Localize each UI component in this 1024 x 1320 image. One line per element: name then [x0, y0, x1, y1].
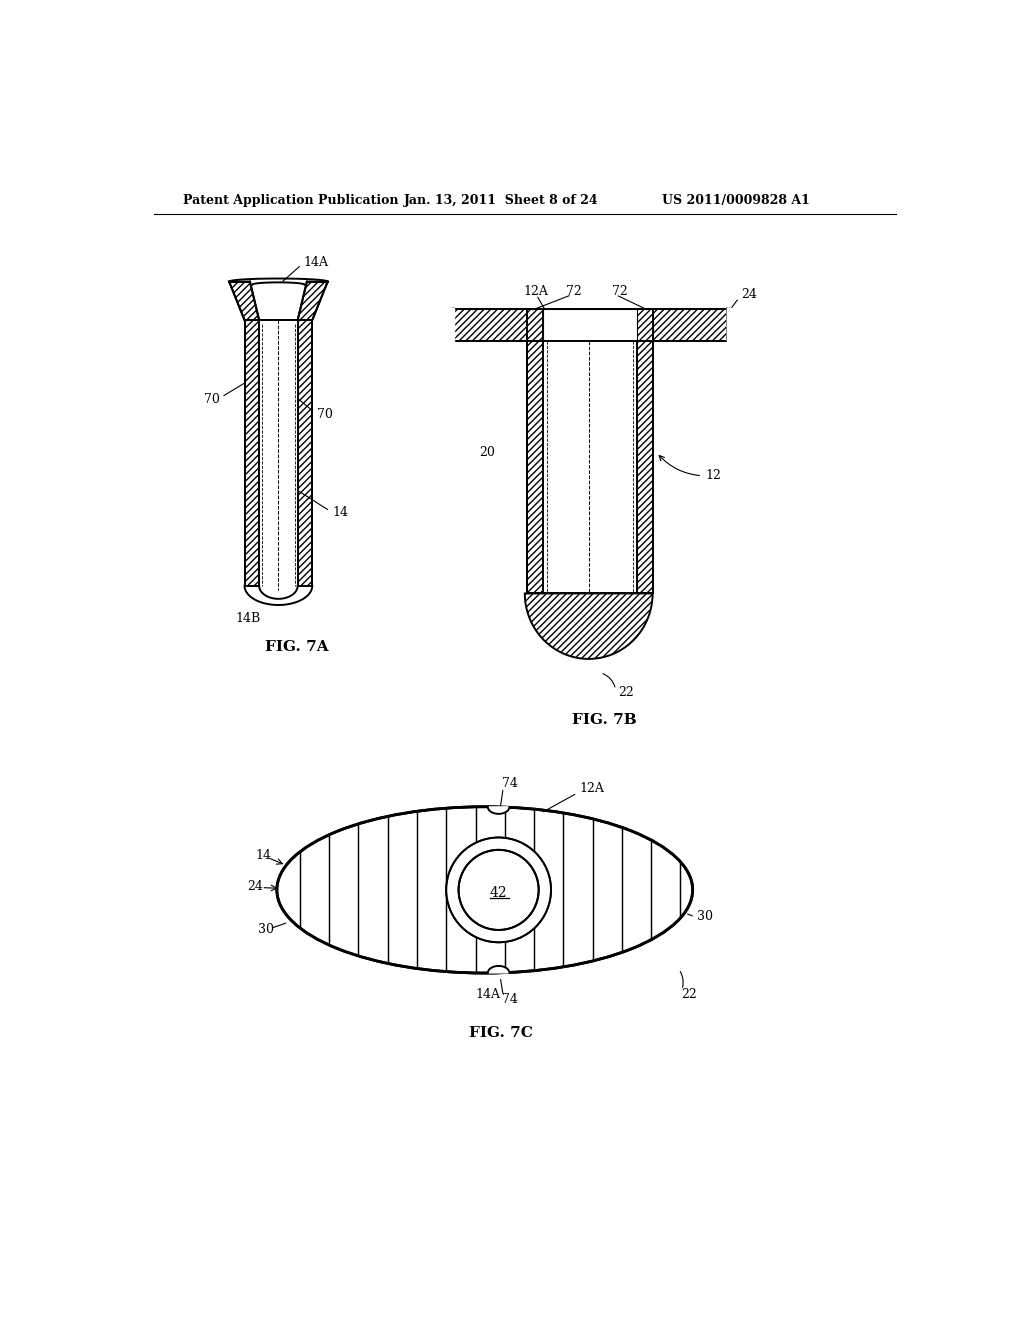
Text: 14: 14: [255, 849, 271, 862]
Text: 74: 74: [503, 994, 518, 1006]
Text: 70: 70: [205, 393, 220, 407]
Text: 72: 72: [565, 285, 582, 298]
Polygon shape: [637, 309, 652, 341]
Text: 12: 12: [659, 455, 721, 482]
Polygon shape: [438, 309, 454, 341]
Text: 12A: 12A: [523, 285, 548, 298]
Polygon shape: [727, 309, 743, 341]
Text: 22: 22: [617, 686, 634, 700]
Polygon shape: [727, 308, 745, 342]
Text: 74: 74: [503, 777, 518, 791]
Polygon shape: [229, 281, 259, 321]
Ellipse shape: [459, 850, 539, 929]
Ellipse shape: [276, 807, 692, 973]
Polygon shape: [637, 341, 652, 594]
Text: FIG. 7C: FIG. 7C: [469, 1026, 534, 1040]
Text: Patent Application Publication: Patent Application Publication: [183, 194, 398, 207]
Text: Jan. 13, 2011  Sheet 8 of 24: Jan. 13, 2011 Sheet 8 of 24: [403, 194, 599, 207]
Polygon shape: [436, 308, 454, 342]
Polygon shape: [487, 966, 509, 973]
Text: 14A: 14A: [475, 987, 501, 1001]
Text: 14: 14: [333, 506, 348, 519]
Polygon shape: [487, 807, 509, 814]
Text: 12A: 12A: [580, 781, 604, 795]
Text: FIG. 7A: FIG. 7A: [264, 640, 328, 655]
Polygon shape: [298, 321, 312, 586]
Text: 20: 20: [479, 446, 496, 459]
Text: 14B: 14B: [236, 612, 260, 626]
Text: US 2011/0009828 A1: US 2011/0009828 A1: [662, 194, 810, 207]
Polygon shape: [543, 341, 637, 594]
Polygon shape: [454, 309, 527, 341]
Text: FIG. 7B: FIG. 7B: [571, 714, 637, 727]
Polygon shape: [259, 321, 298, 586]
Ellipse shape: [446, 837, 551, 942]
Text: 24: 24: [741, 288, 757, 301]
Polygon shape: [527, 341, 543, 594]
Text: 72: 72: [611, 285, 628, 298]
Polygon shape: [298, 281, 328, 321]
Polygon shape: [543, 309, 637, 341]
Text: 14A: 14A: [304, 256, 329, 269]
Text: 24: 24: [248, 879, 263, 892]
Text: 30: 30: [258, 924, 273, 936]
Polygon shape: [245, 321, 259, 586]
Polygon shape: [652, 309, 727, 341]
Polygon shape: [524, 594, 652, 659]
Ellipse shape: [460, 851, 538, 928]
Text: 30: 30: [696, 911, 713, 924]
Ellipse shape: [447, 838, 550, 941]
Text: 70: 70: [316, 408, 333, 421]
Text: 42: 42: [489, 886, 508, 900]
Text: 22: 22: [681, 989, 697, 1001]
Polygon shape: [527, 309, 543, 341]
